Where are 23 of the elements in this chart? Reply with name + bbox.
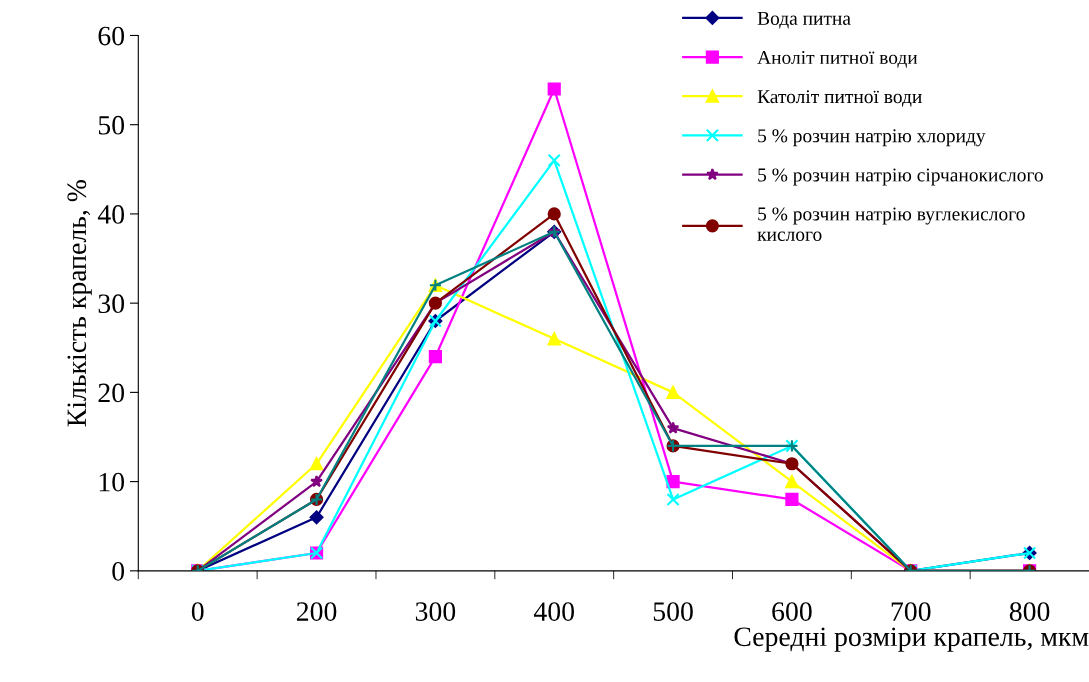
x-tick-label: 500 [653, 602, 693, 621]
legend-label: 5 % розчин натрію вуглекислого кислого [757, 207, 1025, 241]
legend-label: Аноліт питної води [757, 51, 918, 68]
y-tick-label: 40 [97, 205, 125, 224]
x-tick-label: 600 [772, 602, 812, 621]
legend-label: 5 % розчин натрію хлориду [758, 129, 986, 147]
legend-label: 5 % розчин натрію сірчанокислого [758, 168, 1043, 186]
y-axis-title: Кількість крапель, % [67, 180, 92, 427]
legend-label: Вода питна [757, 12, 851, 29]
x-tick-label: 400 [533, 602, 575, 621]
y-tick-label: 30 [98, 294, 125, 314]
y-tick-label: 50 [98, 115, 125, 135]
legend-label: Католіт питної води [757, 90, 922, 107]
x-tick-label: 0 [191, 602, 204, 621]
y-tick-label: 10 [99, 472, 125, 492]
y-tick-label: 60 [98, 26, 125, 46]
x-tick-label: 700 [891, 602, 931, 621]
x-axis-title: Середні розміри крапель, мкм [734, 627, 1089, 652]
y-tick-label: 20 [98, 383, 125, 403]
x-tick-label: 200 [296, 602, 337, 621]
y-tick-label: 0 [112, 562, 125, 581]
x-tick-label: 300 [415, 602, 456, 621]
x-tick-label: 800 [1009, 602, 1050, 621]
